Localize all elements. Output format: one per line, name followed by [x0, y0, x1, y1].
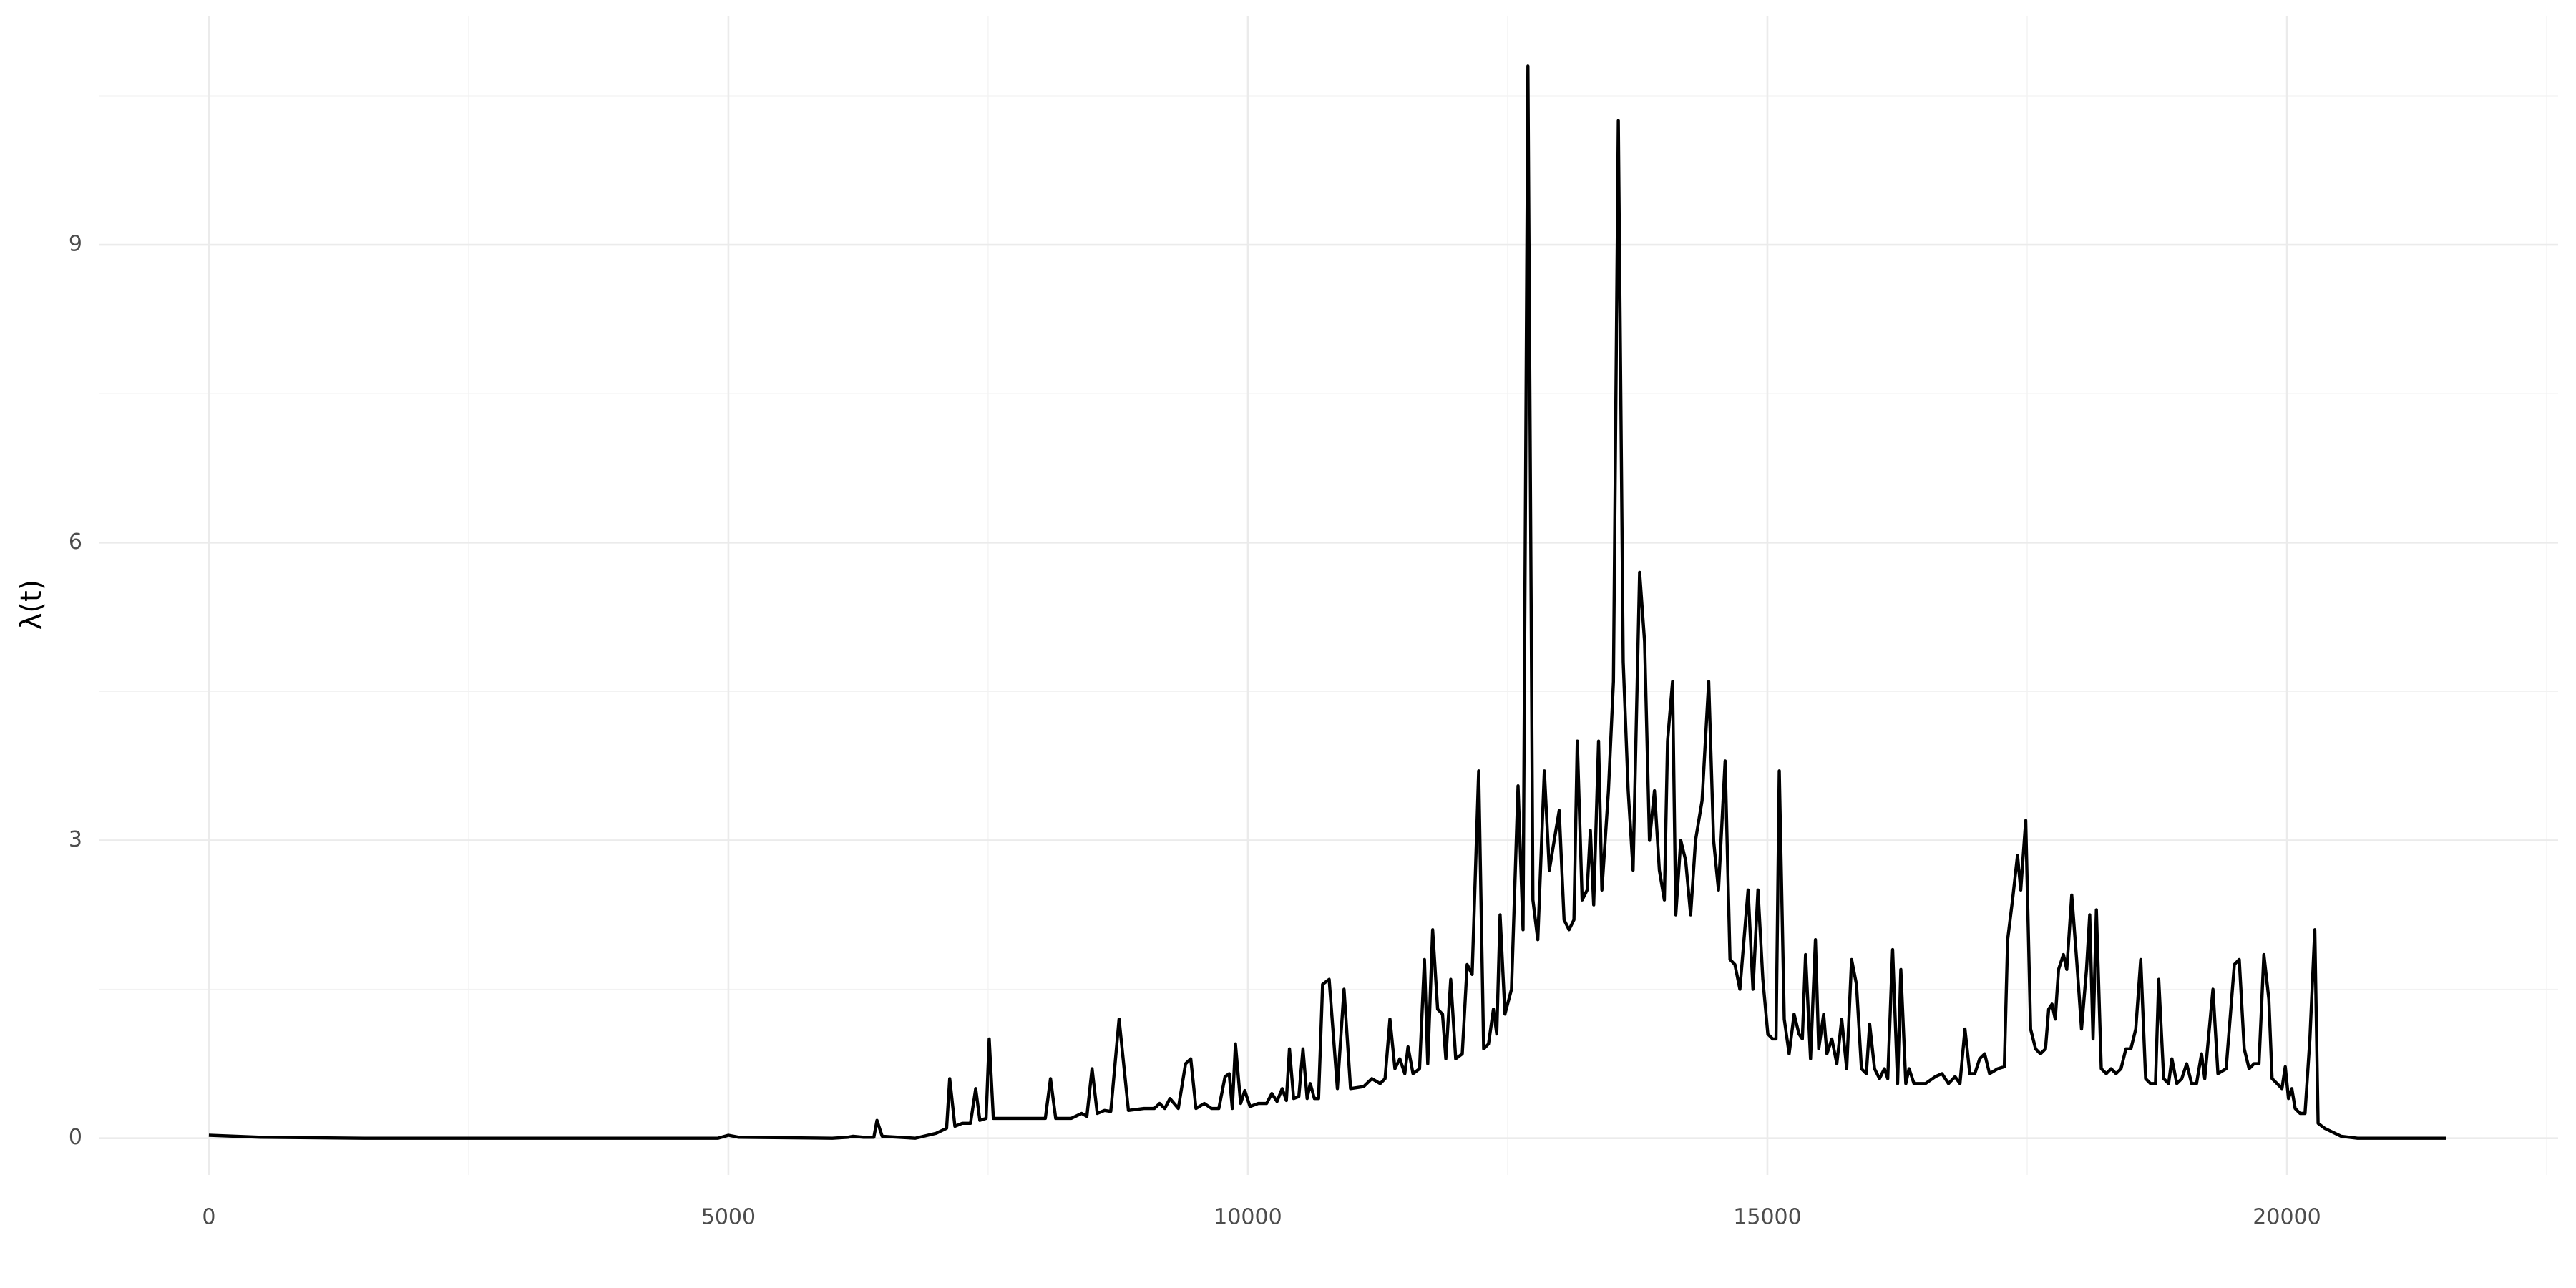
y-tick-label: 9 [69, 232, 82, 257]
x-tick-label: 20000 [2253, 1205, 2321, 1230]
y-tick-label: 6 [69, 530, 82, 555]
x-tick-label: 5000 [701, 1205, 756, 1230]
y-tick-label: 3 [69, 827, 82, 852]
x-tick-label: 10000 [1214, 1205, 1282, 1230]
data-line [208, 64, 2446, 1140]
y-tick-label: 0 [69, 1125, 82, 1150]
y-axis-title: λ(t) [15, 580, 48, 630]
x-tick-label: 15000 [1733, 1205, 1801, 1230]
x-tick-label: 0 [202, 1205, 215, 1230]
